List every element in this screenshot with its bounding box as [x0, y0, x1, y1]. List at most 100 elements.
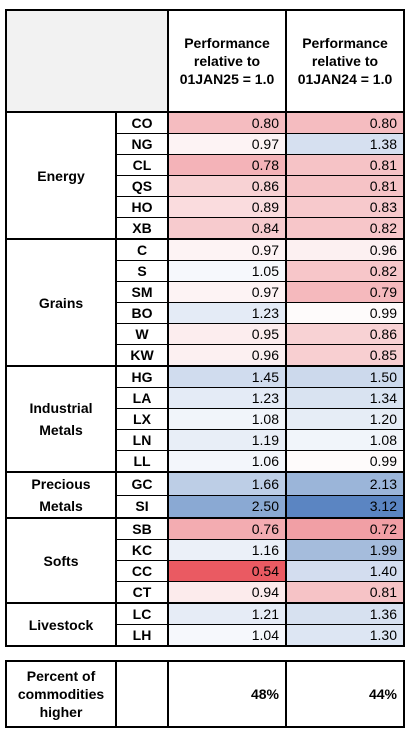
- header-col-2025: Performance relative to 01JAN25 = 1.0: [167, 9, 287, 113]
- value-2025-cell: 2.50: [167, 494, 287, 519]
- table-row: Precious Metals GC 1.66 2.13: [5, 471, 405, 519]
- value-2024-cell: 0.82: [285, 217, 405, 240]
- group-label-line: Metals: [39, 498, 83, 514]
- table-row: QS 0.86 0.81: [6, 175, 405, 197]
- summary-label-line-1: Percent of: [26, 668, 96, 684]
- table-row: SI 2.50 3.12: [6, 494, 405, 519]
- group-label-line: Livestock: [28, 616, 94, 633]
- ticker-cell: HG: [115, 365, 169, 388]
- table-row: CC 0.54 1.40: [6, 560, 405, 582]
- ticker-cell: LC: [115, 602, 169, 625]
- ticker-cell: XB: [115, 217, 169, 240]
- header-row: Performance relative to 01JAN25 = 1.0 Pe…: [5, 9, 405, 113]
- summary-label-line-2: commodities: [17, 686, 105, 702]
- header-col-2024-line-2: relative to: [311, 53, 379, 69]
- value-2025-cell: 0.54: [167, 560, 287, 582]
- value-2024-cell: 0.85: [285, 344, 405, 367]
- table-row: SM 0.97 0.79: [6, 281, 405, 303]
- value-2025-cell: 1.45: [167, 365, 287, 388]
- value-2025-cell: 0.94: [167, 581, 287, 604]
- value-2025-cell: 0.97: [167, 238, 287, 261]
- value-2024-cell: 1.99: [285, 539, 405, 561]
- header-col-2025-line-2: relative to: [193, 53, 261, 69]
- group-label-line: Energy: [37, 167, 85, 184]
- value-2024-cell: 0.79: [285, 281, 405, 303]
- value-2025-cell: 1.23: [167, 302, 287, 324]
- value-2025-cell: 0.80: [167, 111, 287, 134]
- table-row: S 1.05 0.82: [6, 260, 405, 282]
- group-label: Grains: [5, 238, 117, 367]
- value-2025-cell: 0.89: [167, 196, 287, 218]
- value-2025-cell: 1.06: [167, 450, 287, 473]
- ticker-cell: LH: [115, 624, 169, 647]
- ticker-cell: KC: [115, 539, 169, 561]
- ticker-cell: HO: [115, 196, 169, 218]
- ticker-cell: C: [115, 238, 169, 261]
- ticker-cell: SI: [115, 494, 169, 519]
- value-2025-cell: 0.96: [167, 344, 287, 367]
- value-2024-cell: 1.36: [285, 602, 405, 625]
- header-col-2024-line-1: Performance: [302, 35, 388, 51]
- ticker-cell: LN: [115, 429, 169, 451]
- value-2024-cell: 0.99: [285, 302, 405, 324]
- value-2024-cell: 1.38: [285, 133, 405, 155]
- ticker-cell: NG: [115, 133, 169, 155]
- value-2024-cell: 1.20: [285, 408, 405, 430]
- table-row: Industrial Metals HG 1.45 1.50: [5, 365, 405, 473]
- value-2025-cell: 0.84: [167, 217, 287, 240]
- table-row: XB 0.84 0.82: [6, 217, 405, 240]
- value-2025-cell: 1.05: [167, 260, 287, 282]
- group-label: Industrial Metals: [5, 365, 117, 473]
- summary-table: Percent of commodities higher 48% 44%: [5, 660, 405, 728]
- value-2024-cell: 2.13: [285, 471, 405, 496]
- table-row: LL 1.06 0.99: [6, 450, 405, 473]
- group-label-line: Metals: [39, 422, 83, 438]
- table-row: LH 1.04 1.30: [6, 624, 405, 647]
- value-2025-cell: 0.97: [167, 281, 287, 303]
- group-label-line: Softs: [43, 552, 79, 569]
- ticker-cell: LA: [115, 387, 169, 409]
- summary-value-2024: 44%: [285, 660, 405, 728]
- ticker-cell: S: [115, 260, 169, 282]
- summary-empty-cell: [115, 660, 169, 728]
- summary-label-line-3: higher: [39, 704, 83, 720]
- group-label: Precious Metals: [5, 471, 117, 519]
- group-label-line: Grains: [38, 294, 84, 311]
- summary-label: Percent of commodities higher: [5, 660, 117, 728]
- group-label: Livestock: [5, 602, 117, 647]
- header-col-2025-line-1: Performance: [184, 35, 270, 51]
- ticker-cell: W: [115, 323, 169, 345]
- value-2025-cell: 1.08: [167, 408, 287, 430]
- summary-row: Percent of commodities higher 48% 44%: [5, 660, 405, 728]
- group-label: Softs: [5, 517, 117, 604]
- table-row: LX 1.08 1.20: [6, 408, 405, 430]
- table-row: Grains C 0.97 0.96: [5, 238, 405, 367]
- value-2024-cell: 3.12: [285, 494, 405, 519]
- table-row: Softs SB 0.76 0.72: [5, 517, 405, 604]
- ticker-cell: CO: [115, 111, 169, 134]
- table-row: HO 0.89 0.83: [6, 196, 405, 218]
- value-2025-cell: 0.97: [167, 133, 287, 155]
- ticker-cell: LL: [115, 450, 169, 473]
- value-2025-cell: 0.86: [167, 175, 287, 197]
- value-2024-cell: 1.50: [285, 365, 405, 388]
- ticker-cell: BO: [115, 302, 169, 324]
- value-2025-cell: 1.04: [167, 624, 287, 647]
- value-2024-cell: 0.82: [285, 260, 405, 282]
- value-2024-cell: 0.81: [285, 581, 405, 604]
- value-2025-cell: 1.16: [167, 539, 287, 561]
- table-row: Energy CO 0.80 0.80: [5, 111, 405, 240]
- group-label-line: Precious: [31, 476, 91, 492]
- ticker-cell: QS: [115, 175, 169, 197]
- ticker-cell: CT: [115, 581, 169, 604]
- table-row: LA 1.23 1.34: [6, 387, 405, 409]
- header-corner: [5, 9, 169, 113]
- value-2025-cell: 1.66: [167, 471, 287, 496]
- value-2025-cell: 1.21: [167, 602, 287, 625]
- ticker-cell: SM: [115, 281, 169, 303]
- table-row: Livestock LC 1.21 1.36: [5, 602, 405, 647]
- value-2025-cell: 1.19: [167, 429, 287, 451]
- summary-value-2025: 48%: [167, 660, 287, 728]
- ticker-cell: SB: [115, 517, 169, 540]
- table-row: LN 1.19 1.08: [6, 429, 405, 451]
